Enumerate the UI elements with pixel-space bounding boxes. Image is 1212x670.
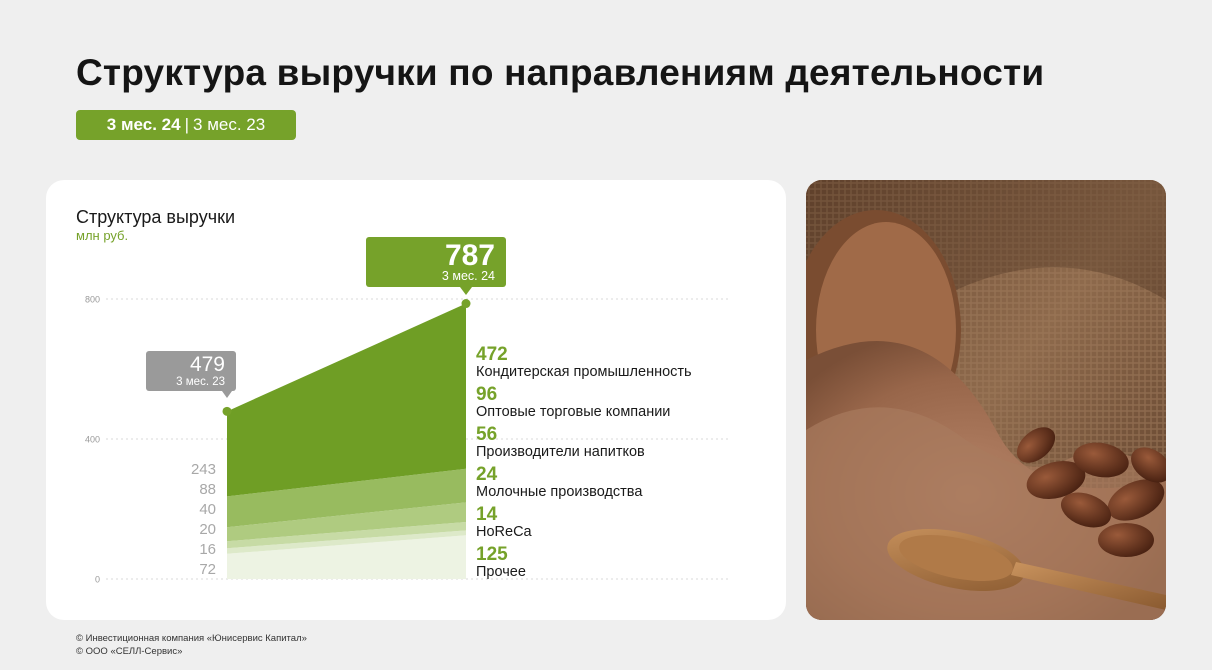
chart-title: Структура выручки [76,207,236,227]
right-value-label: 472 [476,344,508,365]
right-value-label: 96 [476,384,497,405]
period-active[interactable]: 3 мес. 24 [106,115,181,134]
right-series-label: Производители напитков [476,444,645,460]
right-value-label: 56 [476,424,497,445]
footer-copyright-2: © ООО «СЕЛЛ-Сервис» [76,646,183,657]
callout-box-prev [146,351,236,391]
right-series-label: Прочее [476,564,526,580]
left-value-label: 88 [199,481,216,498]
period-toggle[interactable]: 3 мес. 24 | 3 мес. 23 [76,110,296,140]
callout-value-curr: 787 [445,239,495,272]
area-series-4 [227,468,466,528]
left-value-label: 20 [199,521,216,538]
left-value-label: 72 [199,561,216,578]
chart-unit: млн руб. [76,228,129,243]
page-title: Структура выручки по направлениям деятел… [76,52,1045,93]
callout-label-prev: 3 мес. 23 [176,376,225,388]
right-series-label: HoReCa [476,524,533,540]
y-tick-label: 800 [85,295,100,305]
right-series-label: Молочные производства [476,484,643,500]
left-value-label: 40 [199,501,216,518]
area-series-0 [227,535,466,579]
right-value-label: 125 [476,544,508,565]
footer: © Инвестиционная компания «Юнисервис Кап… [76,632,307,658]
callout-value-prev: 479 [190,353,225,376]
right-value-label: 24 [476,464,498,485]
callout-label-curr: 3 мес. 24 [442,269,495,283]
area-series-1 [227,530,466,554]
total-point-curr [461,299,471,309]
y-tick-label: 400 [85,435,100,445]
right-series-label: Кондитерская промышленность [476,364,692,380]
right-value-label: 14 [476,504,498,525]
period-separator: | [184,115,190,134]
cocoa-photo [806,180,1166,620]
callout-pointer-prev [222,391,232,398]
cocoa-beans-photo-icon [806,180,1166,620]
chart-card: Структура выручки млн руб. 0 400 800 243 88 4… [46,180,786,620]
area-series-2 [227,521,466,549]
total-point-prev [222,406,232,416]
period-inactive[interactable]: 3 мес. 23 [193,115,266,134]
area-series-5 [227,303,466,497]
callout-box-curr [366,237,506,287]
left-value-label: 243 [191,461,216,478]
footer-copyright-1: © Инвестиционная компания «Юнисервис Кап… [76,633,307,644]
right-series-label: Оптовые торговые компании [476,404,670,420]
area-series-3 [227,502,466,542]
left-value-label: 16 [199,541,216,558]
y-tick-label: 0 [95,575,100,585]
callout-pointer-curr [460,287,472,295]
